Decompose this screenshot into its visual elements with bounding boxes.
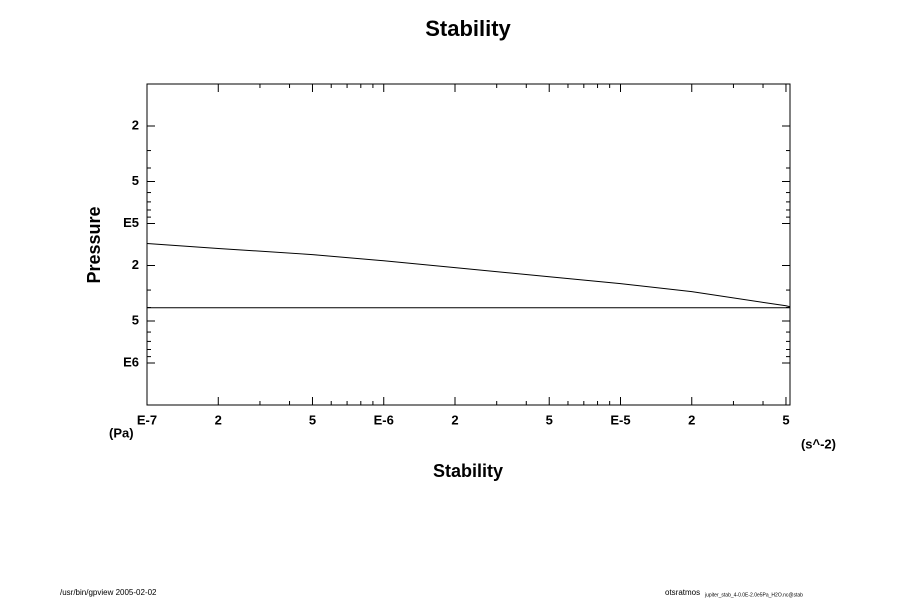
y-tick-label: E6 <box>123 354 139 369</box>
x-tick-label: 2 <box>451 412 458 427</box>
y-tick-label: E5 <box>123 215 139 230</box>
x-tick-label: 2 <box>215 412 222 427</box>
x-axis-label: Stability <box>433 461 503 481</box>
line <box>146 242 791 308</box>
y-tick-label: 5 <box>132 312 139 327</box>
plot-frame <box>146 83 791 406</box>
y-axis-label: Pressure <box>84 206 104 283</box>
x-tick-label: E-7 <box>137 412 157 427</box>
y-tick-label: 5 <box>132 173 139 188</box>
y-tick-label: 2 <box>132 117 139 132</box>
footer-right: otsratmos <box>665 588 700 597</box>
x-tick-label: 5 <box>782 412 789 427</box>
x-tick-label: 2 <box>688 412 695 427</box>
x-tick-label: 5 <box>309 412 316 427</box>
y-tick-label: 2 <box>132 257 139 272</box>
footer-right-sub: jupiter_stab_4-0.0E-2.0e5Pa_H2O.nc@stab <box>704 592 803 598</box>
x-tick-label: E-6 <box>374 412 394 427</box>
footer-left: /usr/bin/gpview 2005-02-02 <box>60 588 157 597</box>
x-tick-label: 5 <box>546 412 553 427</box>
x-tick-label: E-5 <box>610 412 630 427</box>
y-unit: (Pa) <box>109 425 134 440</box>
chart-title: Stability <box>425 16 511 41</box>
x-unit: (s^-2) <box>801 436 836 451</box>
